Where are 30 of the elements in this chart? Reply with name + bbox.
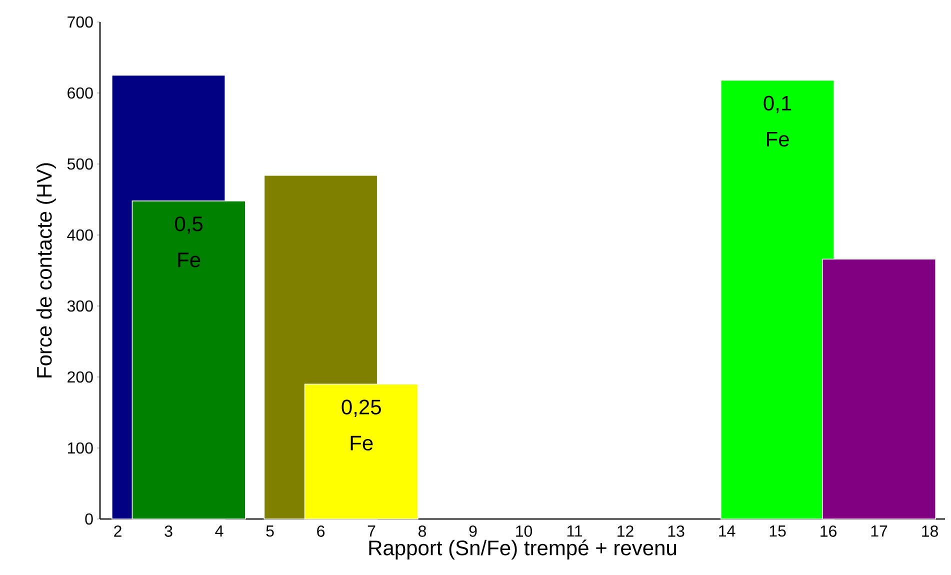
y-tick-label: 700 — [68, 16, 93, 28]
x-tick-label: 7 — [368, 526, 376, 537]
x-tick-label: 5 — [266, 526, 274, 537]
y-tick-label: 0 — [85, 513, 93, 525]
y-tick-label: 300 — [67, 300, 93, 312]
x-tick-label: 14 — [719, 526, 736, 537]
y-tick-label: 600 — [68, 87, 93, 99]
x-tick-label: 12 — [618, 526, 634, 537]
x-tick-label: 18 — [922, 526, 938, 537]
x-tick-label: 15 — [770, 526, 786, 537]
y-axis-title: Force de contacte (HV) — [36, 163, 56, 378]
x-axis-title: Rapport (Sn/Fe) trempé + revenu — [369, 540, 676, 560]
x-tick-label: 13 — [668, 526, 684, 537]
x-tick-label: 4 — [215, 526, 224, 537]
y-tick-label: 200 — [68, 371, 93, 383]
y-tick-label: 400 — [67, 229, 93, 241]
annotation: 0,1 Fe — [764, 96, 792, 147]
y-tick-label: 500 — [67, 158, 93, 170]
x-tick-label: 16 — [820, 526, 836, 537]
x-tick-label: 8 — [418, 526, 426, 537]
x-tick-label: 11 — [567, 526, 582, 537]
x-tick-label: 2 — [114, 526, 122, 537]
x-tick-label: 3 — [164, 526, 172, 537]
y-tick-label: 100 — [68, 442, 93, 454]
annotation: 0,25 Fe — [342, 400, 381, 450]
x-tick-label: 10 — [516, 526, 532, 537]
x-tick-label: 6 — [317, 526, 325, 537]
x-tick-label: 17 — [871, 526, 888, 537]
x-tick-label: 9 — [469, 526, 477, 537]
annotation: 0,5 Fe — [175, 216, 203, 268]
